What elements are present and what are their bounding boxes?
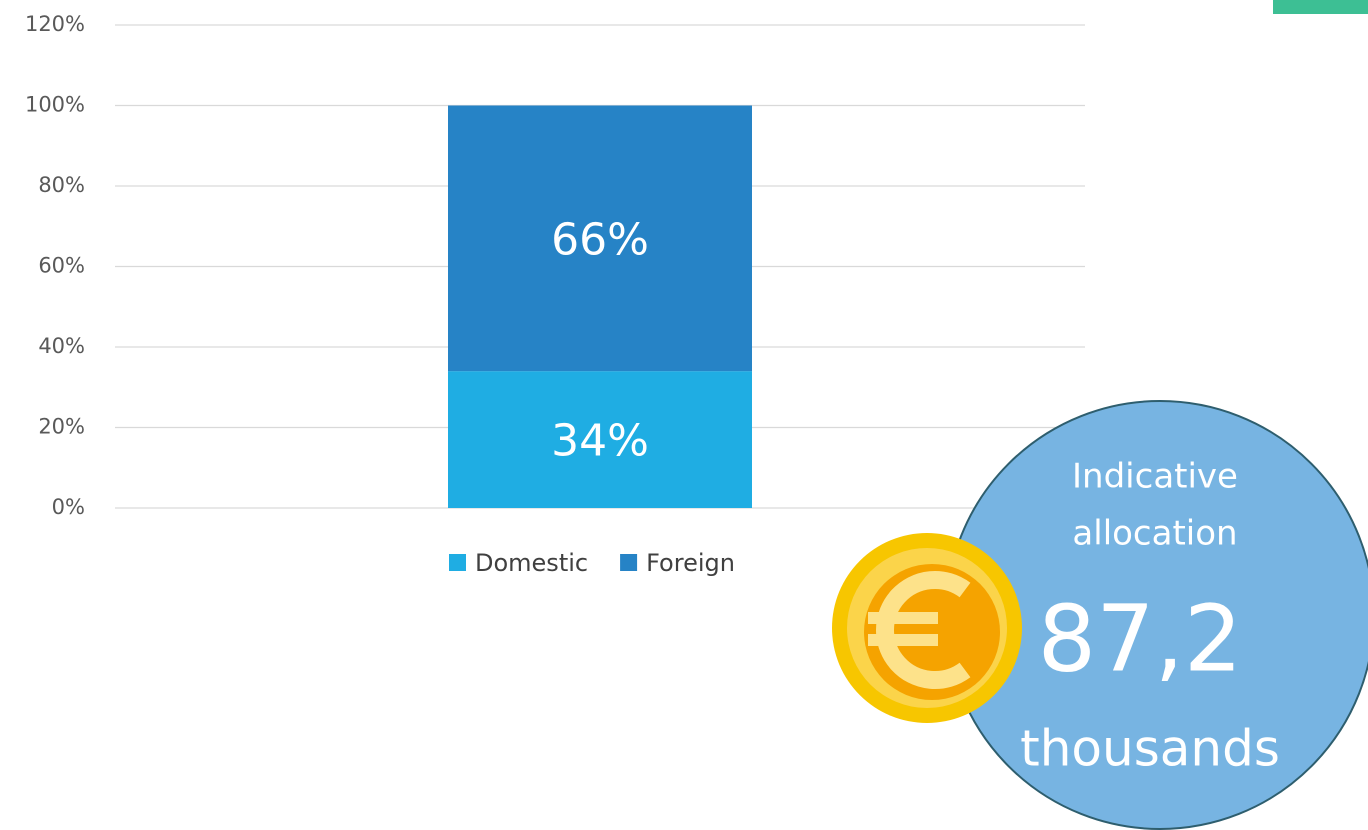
y-tick-label: 120% xyxy=(25,12,85,36)
data-label: 34% xyxy=(551,416,649,467)
data-label: 66% xyxy=(551,214,649,265)
y-tick-label: 100% xyxy=(25,93,85,117)
y-tick-label: 0% xyxy=(52,495,85,519)
decoration xyxy=(1273,0,1368,14)
legend-swatch xyxy=(449,554,466,571)
legend-label: Domestic xyxy=(475,549,588,577)
legend-label: Foreign xyxy=(646,549,735,577)
y-tick-label: 40% xyxy=(38,334,85,358)
bar-segment xyxy=(448,105,752,372)
plot-area: 0% 20% 40% 60% 80% 100% 120% 34% 66% Domestic Fore… xyxy=(25,12,1085,577)
callout-value: 87,2 xyxy=(1038,585,1243,692)
bar-segment xyxy=(448,371,752,508)
coin-icon xyxy=(832,533,1022,723)
callout-label: Indicative xyxy=(1072,457,1238,497)
legend-swatch xyxy=(620,554,638,571)
callout-label: allocation xyxy=(1072,514,1237,554)
y-tick-label: 80% xyxy=(38,173,85,197)
callout-unit: thousands xyxy=(1020,720,1280,778)
y-tick-label: 20% xyxy=(38,415,85,439)
y-tick-label: 60% xyxy=(38,254,85,278)
